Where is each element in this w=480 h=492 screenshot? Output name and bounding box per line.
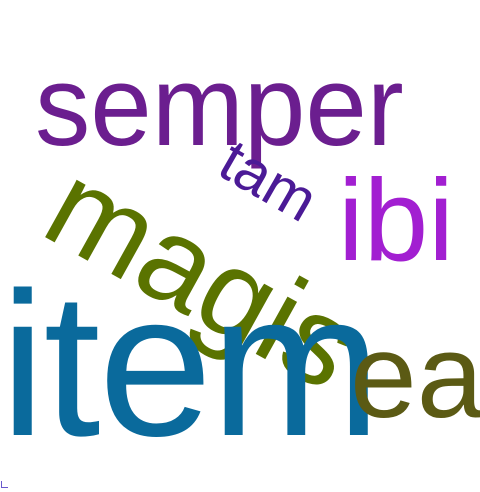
- word-semper: semper: [35, 43, 404, 170]
- word-ibi: ibi: [338, 155, 455, 285]
- word-ea: ea: [350, 309, 480, 443]
- word-item: item: [0, 250, 381, 479]
- corner-mark: [1, 481, 8, 488]
